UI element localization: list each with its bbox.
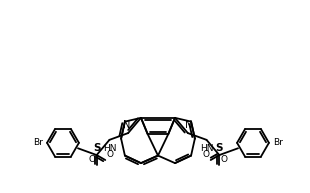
Text: N: N — [123, 120, 131, 130]
Text: O: O — [89, 155, 96, 164]
Text: HN: HN — [200, 144, 213, 153]
Text: S: S — [93, 143, 100, 153]
Text: O: O — [106, 150, 113, 159]
Text: S: S — [215, 143, 223, 153]
Text: HN: HN — [103, 144, 116, 153]
Text: Br: Br — [273, 138, 283, 147]
Text: N: N — [185, 120, 193, 130]
Text: O: O — [203, 150, 210, 159]
Text: O: O — [220, 155, 227, 164]
Text: Br: Br — [33, 138, 43, 147]
